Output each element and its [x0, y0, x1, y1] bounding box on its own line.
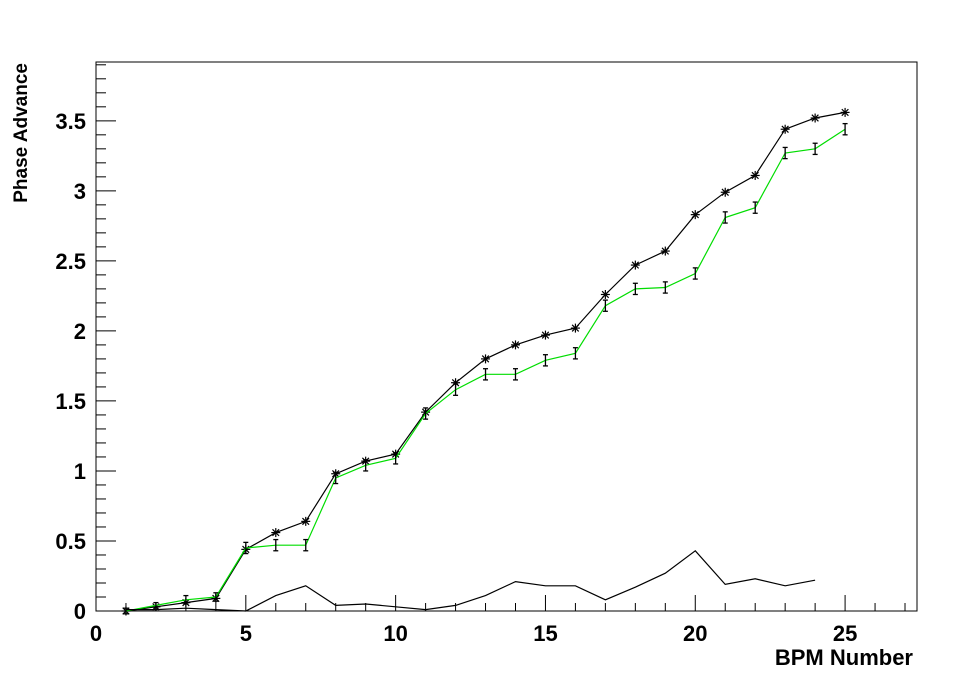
error-bar	[153, 601, 159, 609]
data-point	[750, 170, 760, 180]
data-point	[570, 323, 580, 333]
series-3	[126, 549, 816, 612]
series-layer	[121, 107, 850, 616]
error-bar	[782, 146, 788, 160]
data-point	[780, 124, 790, 134]
error-bar	[423, 407, 429, 420]
error-bar	[483, 368, 489, 381]
error-bar	[303, 538, 309, 552]
x-tick-label: 10	[383, 621, 407, 646]
data-point	[540, 330, 550, 340]
y-axis-ticks: 0 0.5 1 1.5 2 2.5 3 3.5	[55, 64, 116, 624]
error-bar	[333, 471, 339, 485]
y-tick-label: 0.5	[55, 529, 86, 554]
y-tick-label: 2.5	[55, 249, 86, 274]
error-bar	[213, 592, 219, 602]
x-tick-label: 20	[683, 621, 707, 646]
data-point	[720, 187, 730, 197]
plot-frame	[95, 61, 918, 612]
x-tick-label: 25	[833, 621, 857, 646]
error-bar	[273, 538, 279, 552]
data-point	[810, 113, 820, 123]
data-point	[510, 340, 520, 350]
error-bar	[183, 594, 189, 605]
plot-frame-border	[95, 61, 918, 612]
x-axis-ticks: 0 5 10 15 20 25	[90, 595, 906, 646]
data-point	[481, 354, 491, 364]
series-2	[123, 122, 848, 615]
data-point	[271, 528, 281, 538]
error-bar	[692, 267, 698, 280]
x-tick-label: 0	[90, 621, 102, 646]
error-bar	[363, 459, 369, 472]
error-bar	[842, 122, 848, 136]
y-tick-label: 3.5	[55, 109, 86, 134]
x-axis-title: BPM Number	[775, 645, 914, 670]
error-bar	[512, 368, 518, 381]
error-bar	[542, 354, 548, 367]
y-tick-label: 0	[74, 599, 86, 624]
error-bar	[453, 383, 459, 396]
y-tick-label: 2	[74, 319, 86, 344]
error-bar	[722, 211, 728, 224]
error-bar	[632, 282, 638, 296]
y-tick-label: 3	[74, 179, 86, 204]
error-bar	[393, 452, 399, 465]
error-bar	[662, 281, 668, 294]
data-point	[301, 516, 311, 526]
data-point	[690, 210, 700, 220]
y-tick-label: 1.5	[55, 389, 86, 414]
data-point	[840, 107, 850, 117]
error-bar	[602, 299, 608, 312]
series-line	[126, 549, 816, 612]
x-tick-label: 15	[533, 621, 557, 646]
error-bar	[812, 142, 818, 156]
error-bar	[123, 607, 129, 615]
data-point	[600, 289, 610, 299]
data-point	[660, 246, 670, 256]
series-1	[121, 107, 850, 616]
data-point	[630, 260, 640, 270]
x-tick-label: 5	[240, 621, 252, 646]
error-bar	[243, 541, 249, 555]
y-tick-label: 1	[74, 459, 86, 484]
y-axis-title: Phase Advance	[11, 63, 32, 203]
error-bar	[752, 201, 758, 214]
error-bar	[572, 347, 578, 360]
